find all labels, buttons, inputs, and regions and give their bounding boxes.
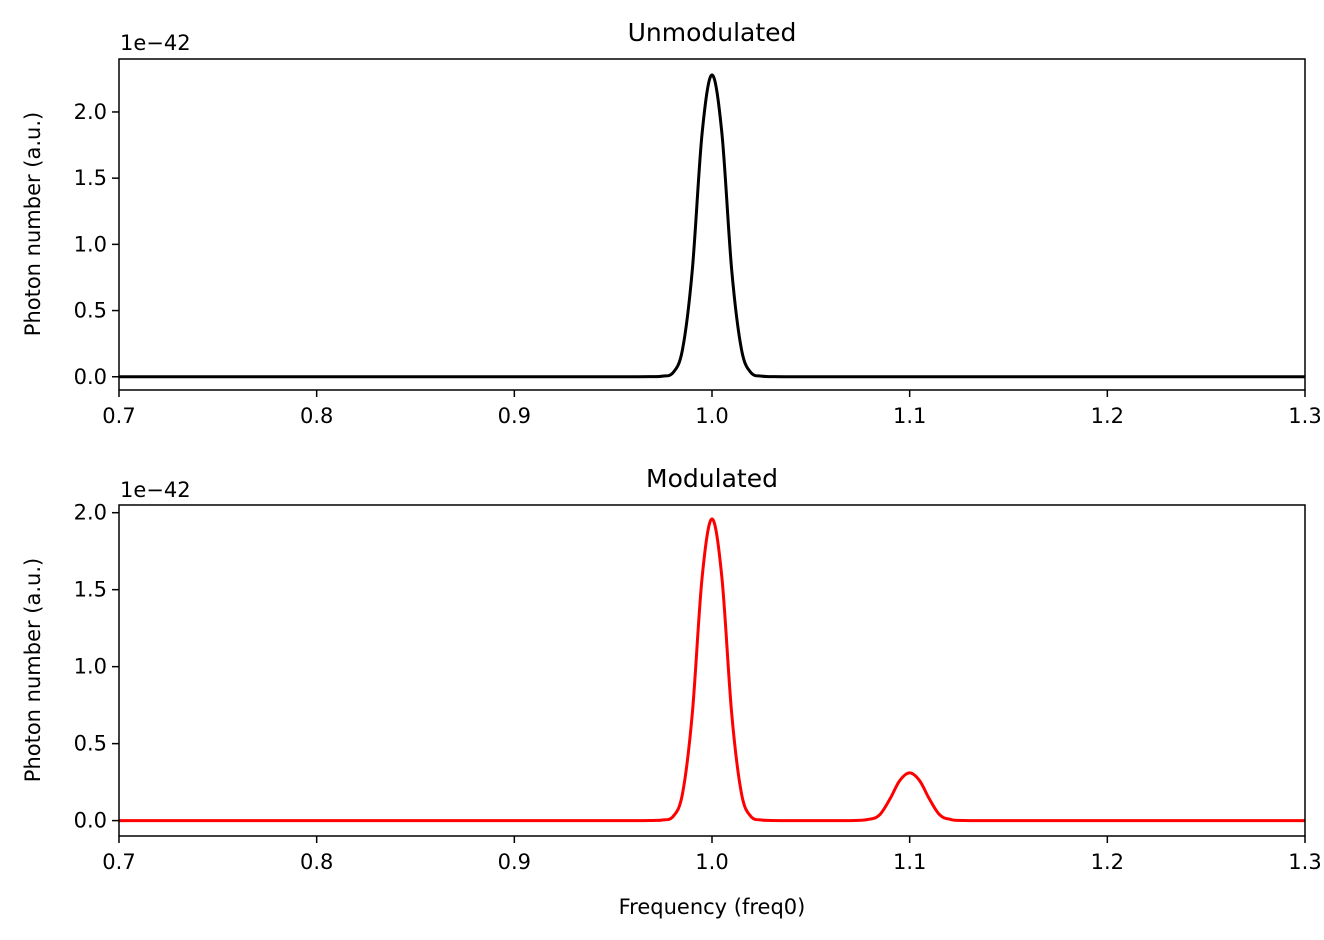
y-tick-label: 0.0 (74, 365, 107, 389)
x-ticks: 0.7 0.8 0.9 1.0 1.1 1.2 1.3 (102, 836, 1322, 874)
y-tick-label: 2.0 (74, 501, 107, 525)
x-tick-label: 0.8 (300, 850, 333, 874)
x-tick-label: 0.9 (498, 404, 531, 428)
y-tick-label: 0.5 (74, 299, 107, 323)
y-ticks: 0.0 0.5 1.0 1.5 2.0 (74, 501, 119, 833)
y-axis-label: Photon number (a.u.) (21, 558, 45, 782)
x-tick-label: 1.2 (1091, 850, 1124, 874)
y-tick-label: 2.0 (74, 100, 107, 124)
panel-modulated: Modulated 1e−42 Photon number (a.u.) Fre… (21, 464, 1322, 919)
x-tick-label: 1.2 (1091, 404, 1124, 428)
x-axis-label: Frequency (freq0) (619, 895, 806, 919)
x-tick-label: 1.3 (1288, 850, 1321, 874)
plot-frame (118, 58, 1306, 391)
y-tick-label: 1.0 (74, 655, 107, 679)
x-tick-label: 0.9 (498, 850, 531, 874)
x-tick-label: 1.0 (695, 850, 728, 874)
x-tick-label: 0.7 (102, 850, 135, 874)
x-tick-label: 0.8 (300, 404, 333, 428)
x-tick-label: 1.3 (1288, 404, 1321, 428)
chart-title: Modulated (646, 464, 778, 493)
x-tick-label: 1.1 (893, 850, 926, 874)
chart-title: Unmodulated (628, 18, 797, 47)
y-offset-text: 1e−42 (120, 478, 191, 502)
series-line-modulated (118, 517, 1305, 823)
y-tick-label: 0.5 (74, 732, 107, 756)
y-tick-label: 0.0 (74, 809, 107, 833)
y-tick-label: 1.5 (74, 166, 107, 190)
panel-unmodulated: Unmodulated 1e−42 Photon number (a.u.) 0… (21, 18, 1322, 428)
y-offset-text: 1e−42 (120, 31, 191, 55)
x-tick-label: 1.0 (695, 404, 728, 428)
x-tick-label: 0.7 (102, 404, 135, 428)
y-tick-label: 1.0 (74, 232, 107, 256)
y-axis-label: Photon number (a.u.) (21, 112, 45, 336)
y-tick-label: 1.5 (74, 578, 107, 602)
plot-frame (118, 504, 1306, 837)
y-ticks: 0.0 0.5 1.0 1.5 2.0 (74, 100, 119, 389)
x-tick-label: 1.1 (893, 404, 926, 428)
x-ticks: 0.7 0.8 0.9 1.0 1.1 1.2 1.3 (102, 390, 1322, 428)
series-line-unmodulated (119, 73, 1305, 379)
